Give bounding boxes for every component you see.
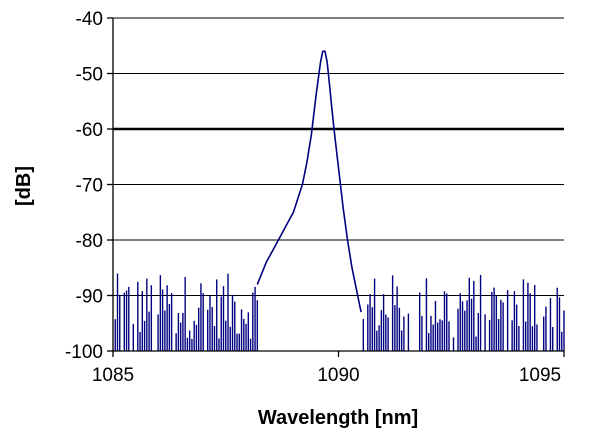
y-tick-label: -60	[76, 120, 103, 141]
y-axis-title: [dB]	[13, 166, 35, 206]
x-tick-label: 1090	[317, 365, 359, 386]
noise-floor-bars	[114, 273, 565, 351]
x-tick-label: 1095	[519, 365, 561, 386]
gridlines	[113, 17, 564, 352]
y-tick-labels: -100 -90 -80 -70 -60 -50 -40	[65, 9, 103, 363]
y-tick-label: -90	[76, 287, 103, 308]
spectrum-series	[256, 50, 362, 313]
y-tick-label: -70	[76, 176, 103, 197]
axes	[107, 17, 565, 357]
x-tick-labels: 1085 1090 1095	[92, 365, 561, 386]
x-axis-title: Wavelength [nm]	[258, 407, 418, 429]
y-tick-label: -50	[76, 65, 103, 86]
series-line-0	[256, 50, 362, 313]
y-tick-label: -80	[76, 231, 103, 252]
y-tick-label: -40	[76, 9, 103, 30]
y-tick-label: -100	[65, 342, 103, 363]
x-tick-label: 1085	[92, 365, 134, 386]
